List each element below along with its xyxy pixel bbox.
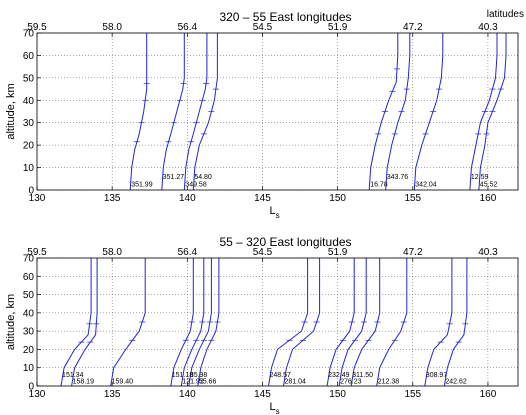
top-tick-label: 51.9 <box>328 247 348 258</box>
y-tick-label: 70 <box>23 254 35 265</box>
profile-label: 343.76 <box>387 174 409 181</box>
profile-label: 349.58 <box>185 182 207 189</box>
y-axis-label: altitude, km <box>5 83 17 139</box>
top-tick-label: 56.4 <box>178 247 198 258</box>
profile-line <box>183 33 208 191</box>
top-tick-label: 40.3 <box>478 247 498 258</box>
y-tick-label: 10 <box>23 363 35 374</box>
profile-label: 281.04 <box>285 378 307 385</box>
y-tick-label: 40 <box>23 308 35 319</box>
plot-frame <box>36 32 519 191</box>
x-tick-label: 160 <box>480 193 497 204</box>
profile-line <box>161 33 185 191</box>
top-tick-label: 59.5 <box>27 22 47 33</box>
profile-line <box>413 33 444 191</box>
y-tick-label: 70 <box>23 29 35 40</box>
profile-label: 121.92 <box>182 378 204 385</box>
profile-label: 16.78 <box>370 182 388 189</box>
y-axis-label: altitude, km <box>5 294 17 350</box>
y-tick-label: 10 <box>23 163 35 174</box>
x-tick-label: 140 <box>179 389 196 400</box>
profile-label: 242.62 <box>445 378 467 385</box>
profile-label: 308.97 <box>426 372 448 379</box>
profile-label: 45.52 <box>480 182 498 189</box>
chart-title: 320 – 55 East longitudes <box>219 10 351 24</box>
top-tick-label: 58.0 <box>102 22 122 33</box>
profile-label: 159.40 <box>112 378 134 385</box>
y-tick-label: 20 <box>23 141 35 152</box>
profile-label: 311.50 <box>352 372 373 379</box>
top-tick-label: 56.4 <box>178 22 198 33</box>
profile-label: 351.27 <box>163 174 185 181</box>
profile-label: 212.38 <box>378 378 400 385</box>
x-tick-label: 160 <box>480 389 497 400</box>
top-tick-label: 59.5 <box>27 247 47 258</box>
profile-label: 342.04 <box>415 182 437 189</box>
profile-label: 351.99 <box>131 182 153 189</box>
chart-title: 55 – 320 East longitudes <box>219 235 351 249</box>
top-tick-label: 40.3 <box>478 22 498 33</box>
y-tick-label: 30 <box>23 327 35 338</box>
x-tick-label: 155 <box>404 193 421 204</box>
profile-line <box>71 258 98 387</box>
profile-label: 85.98 <box>190 372 208 379</box>
top-tick-label: 54.5 <box>253 247 273 258</box>
x-axis-label: Ls <box>269 205 279 220</box>
x-tick-label: 135 <box>104 193 121 204</box>
profile-label: 151.34 <box>62 372 84 379</box>
x-tick-label: 135 <box>104 389 121 400</box>
profile-label: 54.80 <box>194 174 212 181</box>
top-tick-label: 58.0 <box>102 247 122 258</box>
x-tick-label: 150 <box>329 193 346 204</box>
top-axis-label: latitudes <box>487 9 524 20</box>
y-tick-label: 50 <box>23 73 35 84</box>
profile-label: 55.66 <box>199 378 217 385</box>
y-tick-label: 60 <box>23 51 35 62</box>
top-tick-label: 47.2 <box>403 247 423 258</box>
x-tick-label: 145 <box>254 193 271 204</box>
x-tick-label: 130 <box>29 389 46 400</box>
x-tick-label: 150 <box>329 389 346 400</box>
profile-label: 248.57 <box>269 372 291 379</box>
top-tick-label: 47.2 <box>403 22 423 33</box>
profile-label: 158.19 <box>73 378 95 385</box>
x-tick-label: 140 <box>179 193 196 204</box>
x-tick-label: 155 <box>404 389 421 400</box>
top-tick-label: 54.5 <box>253 22 273 33</box>
profile-line <box>129 33 148 191</box>
profile-label: 232.49 <box>328 372 350 379</box>
profile-label: 276.23 <box>340 378 362 385</box>
x-tick-label: 130 <box>29 193 46 204</box>
y-tick-label: 40 <box>23 96 35 107</box>
x-tick-label: 145 <box>254 389 271 400</box>
profile-line <box>60 258 92 387</box>
y-tick-label: 20 <box>23 345 35 356</box>
x-axis-label: Ls <box>269 401 279 415</box>
y-tick-label: 50 <box>23 290 35 301</box>
y-tick-label: 30 <box>23 118 35 129</box>
top-tick-label: 51.9 <box>328 22 348 33</box>
y-tick-label: 60 <box>23 272 35 283</box>
plot-frame <box>36 257 519 387</box>
y-tick-label: 0 <box>28 186 34 197</box>
profile-line <box>443 258 468 387</box>
y-tick-label: 0 <box>28 382 34 393</box>
profile-label: 151.18 <box>172 372 194 379</box>
